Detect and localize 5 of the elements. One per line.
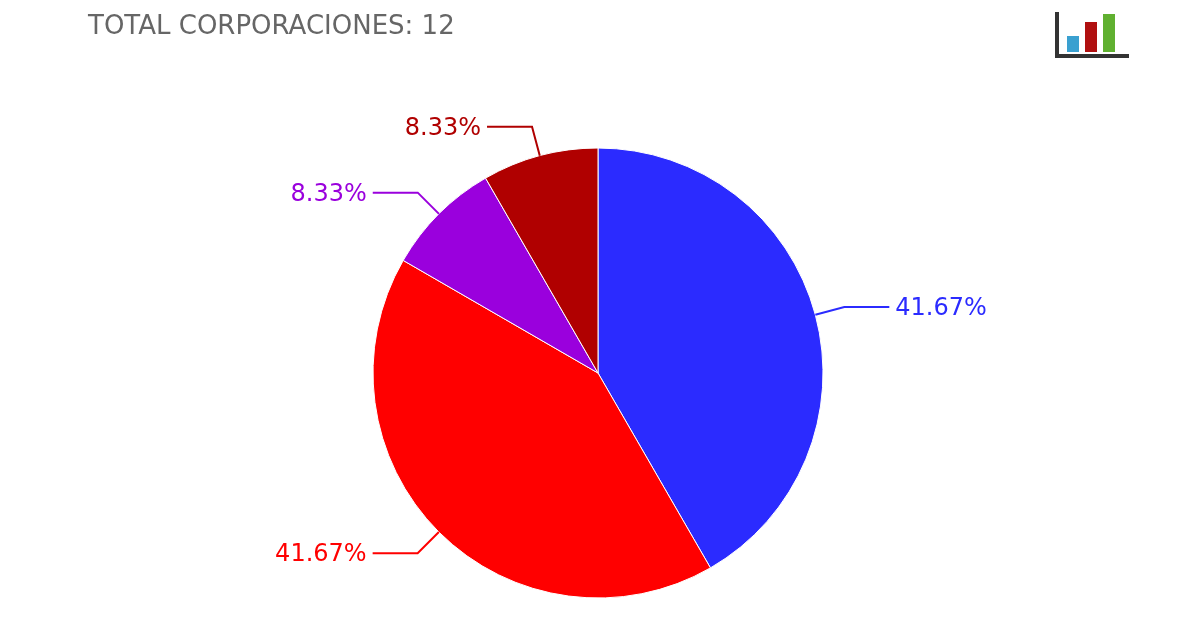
data-label: 8.33% xyxy=(404,112,482,141)
data-label: 41.67% xyxy=(895,293,987,322)
data-label: 41.67% xyxy=(275,539,367,568)
data-label: 8.33% xyxy=(290,178,367,207)
chart-title: TOTAL CORPORACIONES: 12 xyxy=(88,10,455,40)
